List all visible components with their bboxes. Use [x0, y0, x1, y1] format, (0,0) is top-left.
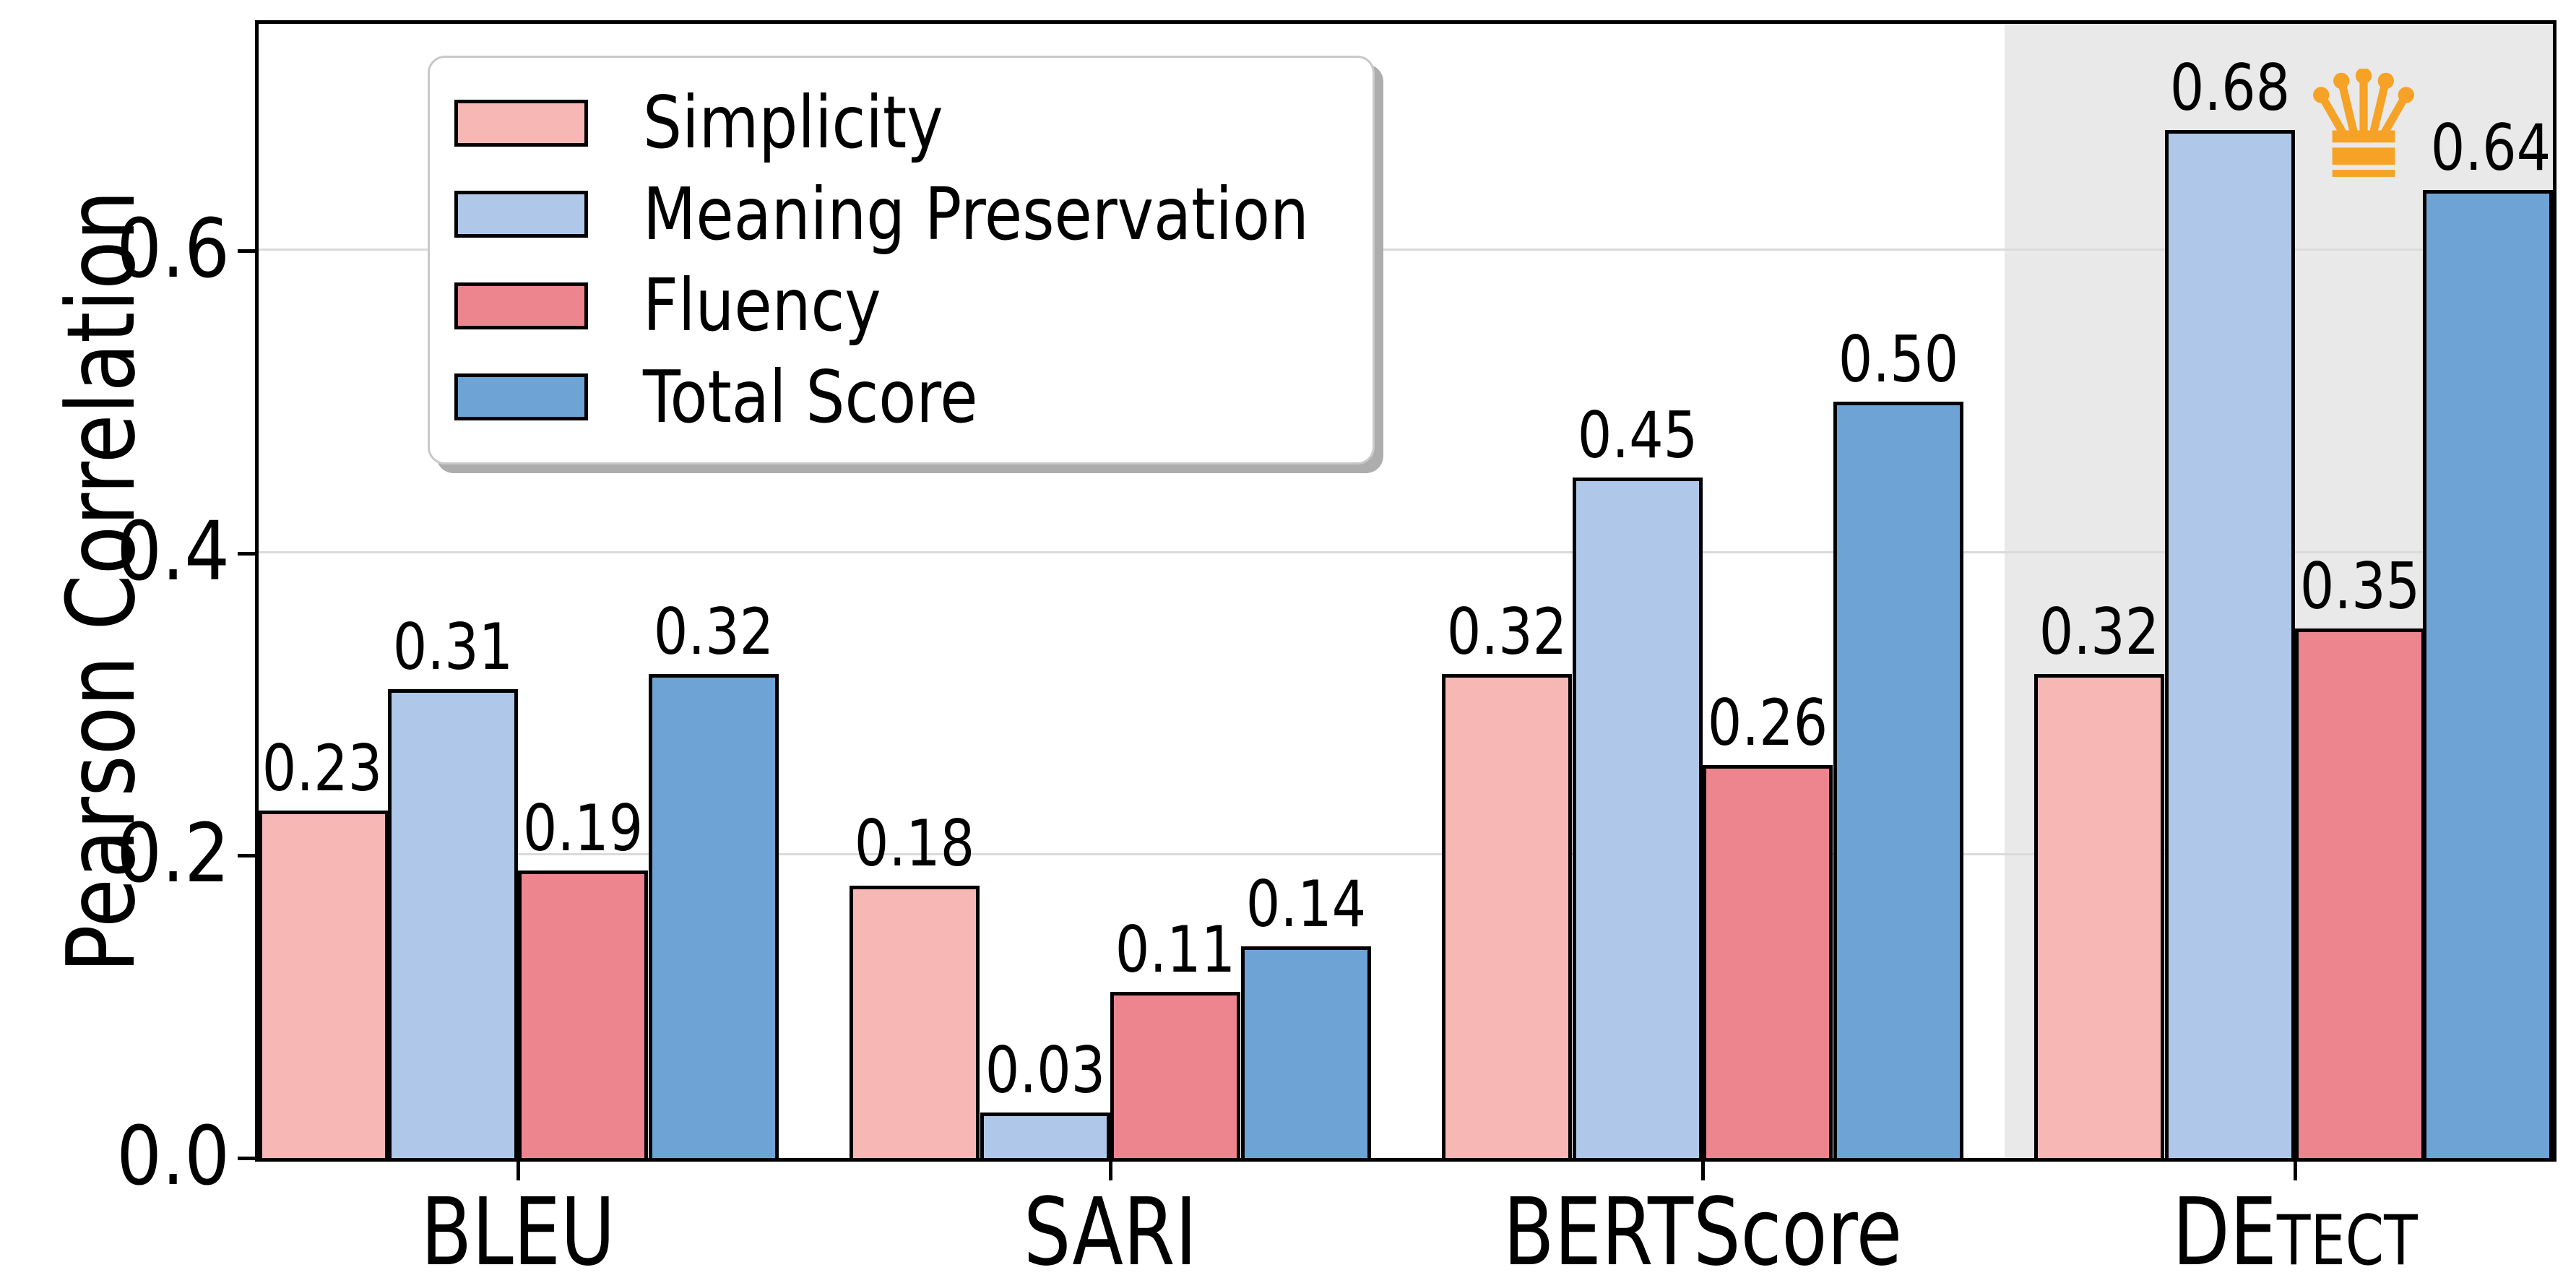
y-tick-mark-0.4: [238, 552, 256, 556]
y-tick-label-0.0: 0.0: [116, 1110, 230, 1204]
x-tick-label-sari: SARI: [1023, 1178, 1198, 1283]
value-label-detect-meaning-preservation: 0.68: [2169, 51, 2291, 125]
x-tick-label-bleu: BLEU: [420, 1178, 615, 1283]
bar-detect-simplicity: [2034, 674, 2164, 1158]
bar-detect-fluency: [2295, 628, 2425, 1158]
value-label-bertscore-meaning-preservation: 0.45: [1577, 398, 1698, 472]
value-label-sari-meaning-preservation: 0.03: [985, 1033, 1106, 1107]
bar-sari-fluency: [1110, 992, 1240, 1158]
legend-swatch-simplicity: [454, 99, 588, 147]
legend-swatch-total-score: [454, 373, 588, 421]
bar-bertscore-meaning-preservation: [1573, 478, 1703, 1158]
plot-area: 0.23 0.31 0.19 0.32 0.18 0.03 0.11 0.14 0.32 0.45…: [255, 20, 2556, 1162]
bar-bertscore-total-score: [1833, 402, 1963, 1158]
legend-label-fluency: Fluency: [643, 263, 881, 348]
y-tick-label-0.4: 0.4: [116, 505, 230, 599]
y-tick-label-0.6: 0.6: [116, 202, 230, 296]
bar-sari-simplicity: [850, 886, 980, 1158]
y-tick-mark-0.0: [238, 1157, 256, 1160]
value-label-sari-simplicity: 0.18: [854, 806, 975, 881]
value-label-bleu-meaning-preservation: 0.31: [392, 610, 514, 684]
bar-bleu-meaning-preservation: [388, 689, 518, 1158]
x-tick-label-smallcaps: TECT: [2276, 1200, 2418, 1281]
legend-swatch-fluency: [454, 282, 588, 329]
bar-bleu-total-score: [649, 674, 779, 1158]
bar-bleu-simplicity: [259, 811, 389, 1158]
gridline-0.4: [259, 551, 2553, 553]
value-label-bertscore-simplicity: 0.32: [1446, 595, 1568, 669]
x-tick-mark-detect: [2294, 1162, 2297, 1180]
value-label-bleu-total-score: 0.32: [653, 595, 774, 669]
y-tick-mark-0.6: [238, 249, 256, 253]
legend-label-total-score: Total Score: [643, 354, 978, 439]
x-tick-mark-bertscore: [1701, 1162, 1705, 1180]
crown-icon: [2313, 69, 2414, 177]
legend-item-total-score: Total Score: [454, 354, 1348, 439]
bar-detect-meaning-preservation: [2165, 130, 2295, 1158]
value-label-detect-fluency: 0.35: [2299, 549, 2421, 623]
y-tick-mark-0.2: [238, 854, 256, 858]
value-label-bertscore-total-score: 0.50: [1838, 322, 1959, 397]
legend: Simplicity Meaning Preservation Fluency Tot…: [428, 56, 1375, 465]
bar-detect-total-score: [2423, 190, 2553, 1158]
legend-swatch-meaning-preservation: [454, 191, 588, 238]
bar-sari-total-score: [1241, 946, 1371, 1158]
value-label-bertscore-fluency: 0.26: [1707, 686, 1828, 760]
value-label-sari-total-score: 0.14: [1245, 867, 1367, 941]
legend-label-simplicity: Simplicity: [643, 80, 943, 165]
x-tick-mark-bleu: [517, 1162, 520, 1180]
legend-item-meaning-preservation: Meaning Preservation: [454, 178, 1348, 251]
value-label-bleu-simplicity: 0.23: [262, 731, 383, 805]
bar-bertscore-simplicity: [1442, 674, 1572, 1158]
y-tick-label-0.2: 0.2: [116, 807, 230, 901]
bar-bleu-fluency: [518, 871, 648, 1158]
value-label-detect-simplicity: 0.32: [2039, 595, 2160, 669]
value-label-detect-total-score: 0.64: [2430, 111, 2551, 185]
x-tick-label-detect: DETECT: [2172, 1178, 2418, 1283]
value-label-bleu-fluency: 0.19: [522, 791, 644, 865]
x-tick-label-bertscore: BERTScore: [1503, 1178, 1903, 1283]
legend-item-simplicity: Simplicity: [454, 87, 1348, 159]
bar-bertscore-fluency: [1703, 765, 1833, 1158]
bar-sari-meaning-preservation: [980, 1113, 1110, 1158]
value-label-sari-fluency: 0.11: [1115, 912, 1236, 987]
legend-item-fluency: Fluency: [454, 269, 1348, 342]
legend-label-meaning-preservation: Meaning Preservation: [643, 171, 1309, 256]
gridline-0.6: [259, 249, 2553, 251]
x-tick-mark-sari: [1109, 1162, 1112, 1180]
gridline-0.2: [259, 853, 2553, 855]
